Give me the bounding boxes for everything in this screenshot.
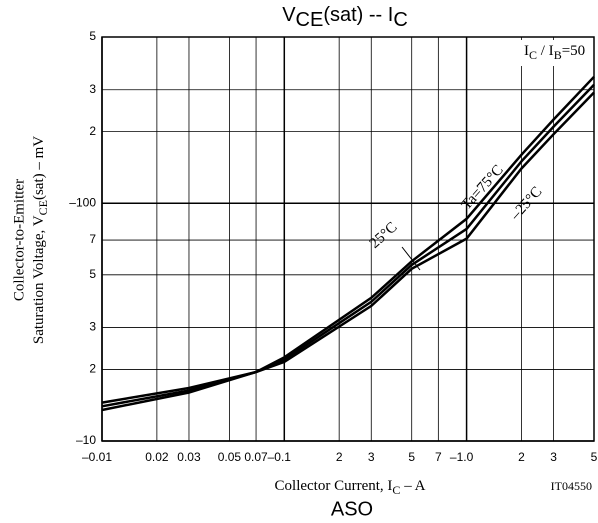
x-tick-label: 0.07 xyxy=(244,450,268,464)
series-label: –25°C xyxy=(507,184,545,224)
curve xyxy=(101,75,595,412)
annotation-part: / I xyxy=(537,43,554,59)
leader-line xyxy=(401,246,421,271)
annotation-box xyxy=(520,40,592,66)
x-tick-label: 2 xyxy=(518,450,525,464)
x-tick-label: 0.05 xyxy=(218,450,242,464)
figure-code: IT04550 xyxy=(551,479,592,493)
y-tick-label: 3 xyxy=(89,82,96,96)
y-axis-label: Saturation Voltage, VCE(sat) – mV xyxy=(31,136,49,344)
annotation-part: I xyxy=(524,43,529,59)
y-tick-label: 5 xyxy=(89,267,96,281)
y-tick-label: –10 xyxy=(76,433,96,447)
curve xyxy=(101,83,595,408)
x-axis-label: Collector Current, IC – A xyxy=(275,478,426,496)
x-tick-label: 2 xyxy=(336,450,343,464)
annotation-part: B xyxy=(554,48,562,62)
annotation: IC / IB=50 xyxy=(524,43,585,61)
y-tick-label: 7 xyxy=(89,232,96,246)
annotation-part: C xyxy=(529,48,537,62)
y-axis-label: Collector-to-Emitter xyxy=(11,179,27,301)
footer-text: ASO xyxy=(331,498,373,520)
x-tick-label: 7 xyxy=(435,450,442,464)
x-tick-label: 0.02 xyxy=(145,450,169,464)
y-tick-label: 2 xyxy=(89,124,96,138)
x-tick-label: 3 xyxy=(550,450,557,464)
y-tick-label: –100 xyxy=(69,195,96,209)
series-label: 25°C xyxy=(367,219,401,252)
x-tick-label: –0.1 xyxy=(268,450,292,464)
y-tick-label: 5 xyxy=(89,29,96,43)
x-tick-label: 0.03 xyxy=(177,450,201,464)
x-tick-label: 3 xyxy=(368,450,375,464)
y-tick-label: 2 xyxy=(89,362,96,376)
x-tick-label: –1.0 xyxy=(450,450,474,464)
x-tick-label: 5 xyxy=(408,450,415,464)
curve xyxy=(101,91,595,404)
x-tick-label: 5 xyxy=(591,450,598,464)
y-tick-label: 3 xyxy=(89,320,96,334)
annotation-part: =50 xyxy=(562,43,585,59)
chart-title: VCE(sat) -- IC xyxy=(282,4,408,31)
x-tick-label: –0.01 xyxy=(82,450,112,464)
plot-frame xyxy=(101,36,595,442)
